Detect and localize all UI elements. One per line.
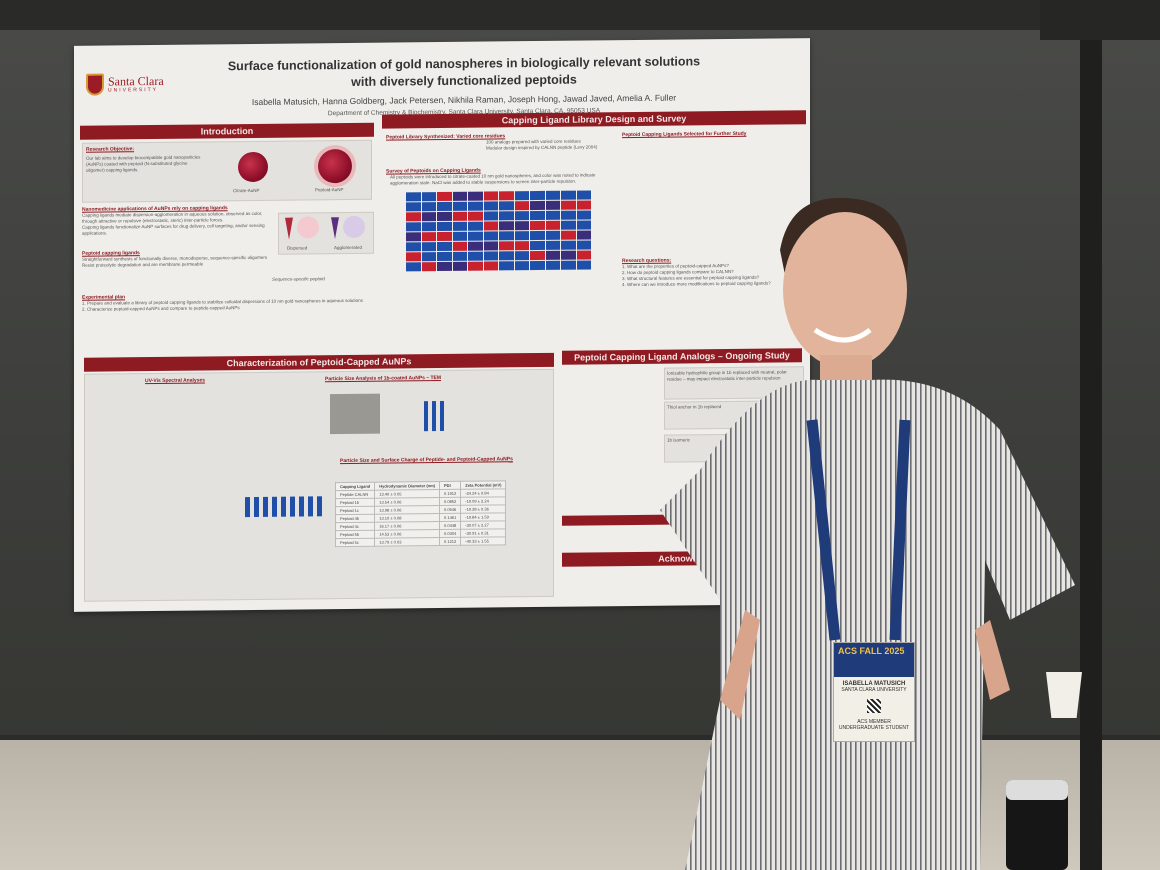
face — [783, 212, 907, 368]
right-arm — [975, 620, 1010, 700]
lanyard — [806, 419, 911, 641]
badge-type: ACS MEMBER — [857, 719, 891, 725]
badge-event: ACS FALL 2025 — [834, 643, 914, 677]
striped-dress — [660, 379, 1075, 870]
left-arm — [720, 610, 760, 720]
badge-role: UNDERGRADUATE STUDENT — [838, 725, 910, 731]
wall-top-rail — [0, 0, 1160, 30]
thermos-lid — [1006, 780, 1068, 800]
name-badge: ACS FALL 2025 ISABELLA MATUSICH SANTA CL… — [833, 642, 915, 742]
baseboard — [0, 735, 1160, 743]
badge-org: SANTA CLARA UNIVERSITY — [841, 687, 907, 693]
display-pole — [1080, 0, 1102, 870]
qr-code-icon — [867, 699, 881, 713]
paper-cup — [1046, 672, 1082, 718]
smile — [813, 327, 872, 343]
badge-name: ISABELLA MATUSICH — [842, 681, 906, 687]
display-frame — [1040, 0, 1160, 40]
